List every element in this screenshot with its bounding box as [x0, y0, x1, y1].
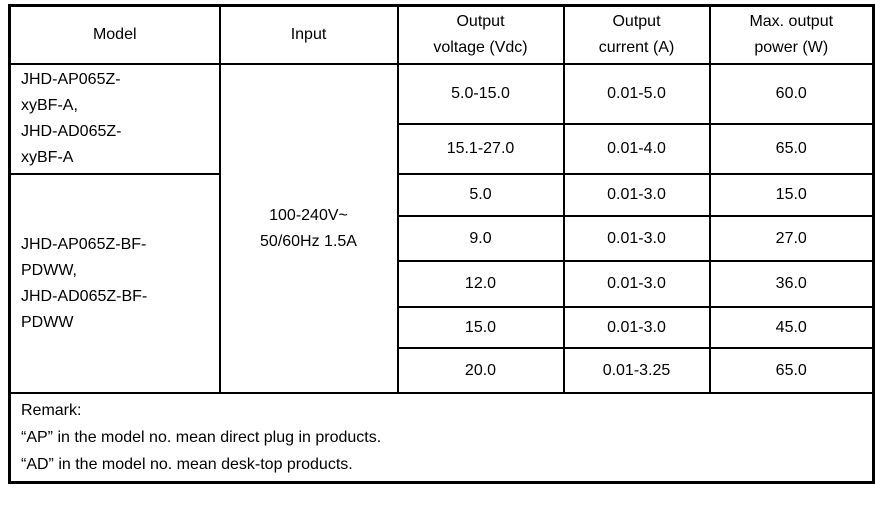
table-row: 9.0 0.01-3.0 27.0: [10, 215, 875, 262]
power-value: 27.0: [708, 215, 875, 262]
header-output-voltage: Output voltage (Vdc): [396, 4, 565, 65]
current-value: 0.01-3.0: [562, 306, 711, 349]
input-value: 100-240V~ 50/60Hz 1.5A: [218, 63, 399, 394]
voltage-value: 5.0: [396, 173, 565, 217]
remark-row: Remark: “AP” in the model no. mean direc…: [8, 392, 875, 484]
table-row: 20.0 0.01-3.25 65.0: [10, 347, 875, 394]
current-value: 0.01-3.0: [562, 215, 711, 262]
header-input: Input: [218, 4, 399, 65]
current-value: 0.01-5.0: [562, 62, 711, 126]
power-value: 15.0: [708, 173, 875, 217]
power-value: 45.0: [708, 306, 875, 349]
table-row: 12.0 0.01-3.0 36.0: [10, 260, 875, 308]
voltage-value: 12.0: [396, 260, 565, 308]
power-spec-table: Model Input Output voltage (Vdc) Output …: [8, 4, 875, 484]
table-row: 15.0 0.01-3.0 45.0: [10, 306, 875, 349]
header-output-current: Output current (A): [562, 4, 711, 65]
header-model: Model: [8, 4, 221, 65]
current-value: 0.01-3.0: [562, 173, 711, 217]
voltage-value: 15.0: [396, 306, 565, 349]
voltage-value: 15.1-27.0: [396, 123, 565, 175]
power-value: 65.0: [708, 123, 875, 175]
current-value: 0.01-4.0: [562, 123, 711, 175]
current-value: 0.01-3.25: [562, 347, 711, 394]
voltage-value: 20.0: [396, 347, 565, 394]
table-row: JHD-AP065Z- xyBF-A, JHD-AD065Z- xyBF-A 1…: [8, 62, 875, 394]
current-value: 0.01-3.0: [562, 260, 711, 308]
header-row: Model Input Output voltage (Vdc) Output …: [8, 4, 875, 65]
voltage-value: 5.0-15.0: [396, 62, 565, 126]
voltage-value: 9.0: [396, 215, 565, 262]
table-row: JHD-AP065Z-BF- PDWW, JHD-AD065Z-BF- PDWW…: [8, 173, 875, 394]
power-value: 36.0: [708, 260, 875, 308]
header-max-output-power: Max. output power (W): [708, 4, 875, 65]
table-row: 15.1-27.0 0.01-4.0 65.0: [10, 123, 875, 175]
model-group-2: JHD-AP065Z-BF- PDWW, JHD-AD065Z-BF- PDWW: [8, 173, 221, 394]
power-value: 60.0: [708, 62, 875, 126]
power-value: 65.0: [708, 347, 875, 394]
model-group-1: JHD-AP065Z- xyBF-A, JHD-AD065Z- xyBF-A: [8, 63, 221, 175]
remark-text: Remark: “AP” in the model no. mean direc…: [8, 392, 875, 484]
